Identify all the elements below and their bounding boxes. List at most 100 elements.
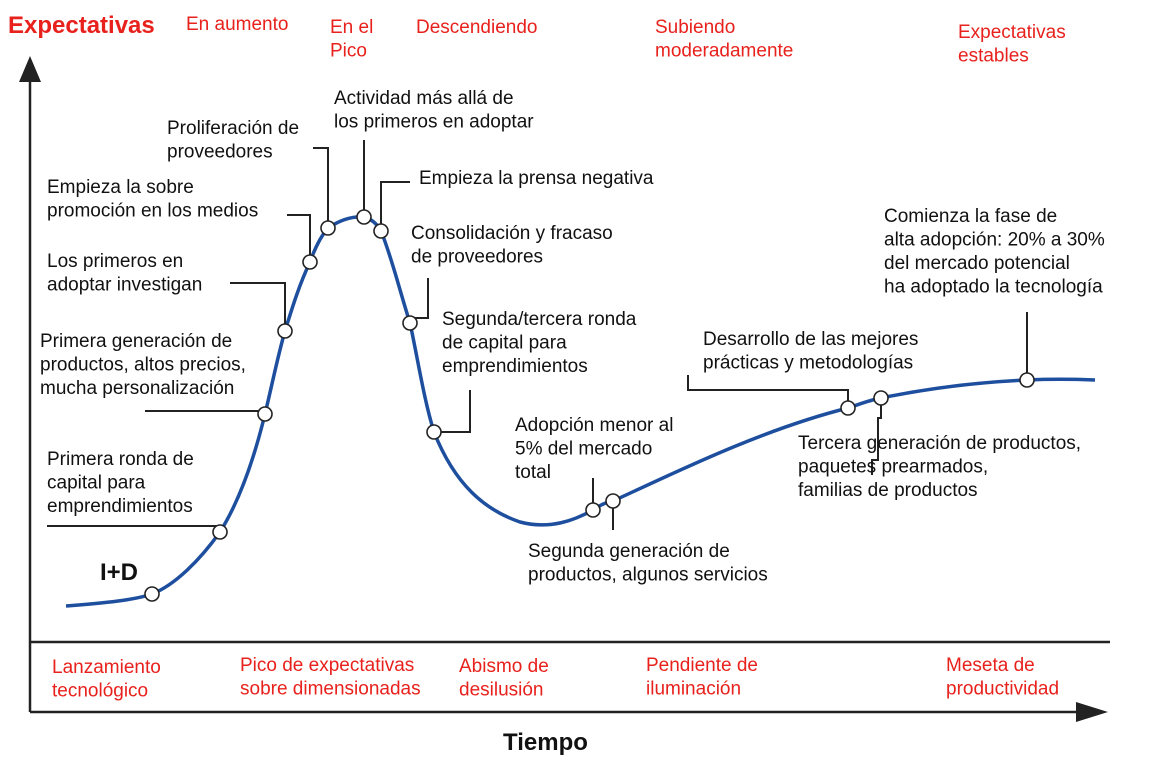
text-line: productos, algunos servicios xyxy=(528,565,768,586)
text-line: En aumento xyxy=(186,14,288,35)
text-line: del mercado potencial xyxy=(884,253,1070,274)
text-line: Segunda/tercera ronda xyxy=(442,309,637,330)
marker-best-practices xyxy=(840,400,856,416)
text-line: Comienza la fase de xyxy=(884,206,1057,227)
text-line: tecnológico xyxy=(52,681,148,702)
phase-labels: Lanzamiento tecnológico Pico de expectati… xyxy=(52,655,1059,702)
text-line: emprendimientos xyxy=(442,356,588,377)
text-line: En el xyxy=(330,17,373,38)
annotation-third-gen: Tercera generación de productos, paquetes… xyxy=(798,433,1081,501)
marker-high-adoption xyxy=(1019,372,1035,388)
annotation-best-practices: Desarrollo de las mejores prácticas y met… xyxy=(703,329,918,374)
text-line: de capital para xyxy=(442,333,567,354)
marker-first-gen xyxy=(257,406,273,422)
phase-plateau-productivity: Meseta de productividad xyxy=(946,655,1059,700)
text-line: 5% del mercado xyxy=(515,439,652,460)
text-line: estables xyxy=(958,46,1029,67)
text-line: Proliferación de xyxy=(167,118,299,139)
text-line: Desarrollo de las mejores xyxy=(703,329,918,350)
text-line: Empieza la prensa negativa xyxy=(419,168,654,189)
text-line: Pico xyxy=(330,41,367,62)
text-line: Primera generación de xyxy=(40,331,232,352)
text-line: Pendiente de xyxy=(646,655,758,676)
marker-early-adopters xyxy=(277,323,293,339)
x-axis-label: Tiempo xyxy=(503,729,588,756)
text-line: productos, altos precios, xyxy=(40,355,246,376)
text-line: Los primeros en xyxy=(47,251,183,272)
text-line: los primeros en adoptar xyxy=(334,112,534,133)
curve-markers xyxy=(144,209,1035,602)
annotation-beyond-early-adopters: Actividad más allá de los primeros en ado… xyxy=(334,88,534,133)
annotation-second-gen: Segunda generación de productos, algunos … xyxy=(528,541,768,586)
text-line: Descendiendo xyxy=(416,17,537,38)
phase-trough-disillusionment: Abismo de desilusión xyxy=(459,656,549,701)
annotation-media-hype: Empieza la sobre promoción en los medios xyxy=(47,177,258,222)
text-line: total xyxy=(515,462,551,483)
annotation-early-adopters: Los primeros en adoptar investigan xyxy=(47,251,202,296)
annotation-supplier-proliferation: Proliferación de proveedores xyxy=(167,118,299,163)
x-axis-arrow xyxy=(1076,702,1108,722)
text-line: productividad xyxy=(946,679,1059,700)
phase-technology-trigger: Lanzamiento tecnológico xyxy=(52,657,161,702)
annotations: Primera ronda de capital para emprendimien… xyxy=(40,88,1105,586)
text-line: Tercera generación de productos, xyxy=(798,433,1081,454)
trend-stable: Expectativas estables xyxy=(958,22,1066,67)
trend-rising: En aumento xyxy=(186,14,288,35)
marker-rd xyxy=(144,586,160,602)
y-axis-arrow xyxy=(19,56,41,82)
marker-consolidation xyxy=(402,315,418,331)
text-line: Expectativas xyxy=(958,22,1066,43)
text-line: Meseta de xyxy=(946,655,1035,676)
marker-low-adoption xyxy=(585,502,601,518)
marker-second-capital xyxy=(426,424,442,440)
phase-peak-inflated-expectations: Pico de expectativas sobre dimensionadas xyxy=(240,655,421,700)
text-line: capital para xyxy=(47,473,146,494)
text-line: Empieza la sobre xyxy=(47,177,194,198)
text-line: sobre dimensionadas xyxy=(240,679,421,700)
text-line: Consolidación y fracaso xyxy=(411,223,613,244)
text-line: Adopción menor al xyxy=(515,415,673,436)
annotation-high-adoption: Comienza la fase de alta adopción: 20% a … xyxy=(884,206,1105,298)
text-line: ha adoptado la tecnología xyxy=(884,277,1103,298)
annotation-first-gen: Primera generación de productos, altos pr… xyxy=(40,331,246,399)
y-axis-label: Expectativas xyxy=(8,12,155,39)
text-line: desilusión xyxy=(459,680,544,701)
text-line: prácticas y metodologías xyxy=(703,353,913,374)
marker-negative-press xyxy=(373,223,389,239)
text-line: Segunda generación de xyxy=(528,541,730,562)
text-line: Primera ronda de xyxy=(47,449,194,470)
marker-second-gen xyxy=(605,493,621,509)
text-line: Subiendo xyxy=(655,17,735,38)
marker-beyond-early-adopters xyxy=(356,209,372,225)
text-line: familias de productos xyxy=(798,480,978,501)
rd-label: I+D xyxy=(100,559,138,586)
text-line: mucha personalización xyxy=(40,378,234,399)
annotation-low-adoption: Adopción menor al 5% del mercado total xyxy=(515,415,673,483)
marker-first-capital xyxy=(212,524,228,540)
marker-supplier-proliferation xyxy=(320,220,336,236)
phase-trend-labels: En aumento En el Pico Descendiendo Subien… xyxy=(186,14,1066,67)
text-line: alta adopción: 20% a 30% xyxy=(884,230,1105,251)
marker-third-gen xyxy=(873,390,889,406)
text-line: de proveedores xyxy=(411,247,543,268)
text-line: Actividad más allá de xyxy=(334,88,514,109)
annotation-first-capital: Primera ronda de capital para emprendimien… xyxy=(47,449,194,517)
text-line: Abismo de xyxy=(459,656,549,677)
text-line: iluminación xyxy=(646,679,741,700)
text-line: moderadamente xyxy=(655,41,793,62)
text-line: proveedores xyxy=(167,142,273,163)
annotation-second-capital: Segunda/tercera ronda de capital para empr… xyxy=(442,309,637,377)
trend-descending: Descendiendo xyxy=(416,17,537,38)
text-line: Lanzamiento xyxy=(52,657,161,678)
text-line: emprendimientos xyxy=(47,496,193,517)
annotation-consolidation: Consolidación y fracaso de proveedores xyxy=(411,223,613,268)
trend-peak: En el Pico xyxy=(330,17,373,62)
marker-media-hype xyxy=(302,254,318,270)
text-line: Pico de expectativas xyxy=(240,655,414,676)
trend-moderate-rise: Subiendo moderadamente xyxy=(655,17,793,62)
text-line: adoptar investigan xyxy=(47,275,202,296)
annotation-negative-press: Empieza la prensa negativa xyxy=(419,168,654,189)
text-line: promoción en los medios xyxy=(47,201,258,222)
text-line: paquetes prearmados, xyxy=(798,457,988,478)
